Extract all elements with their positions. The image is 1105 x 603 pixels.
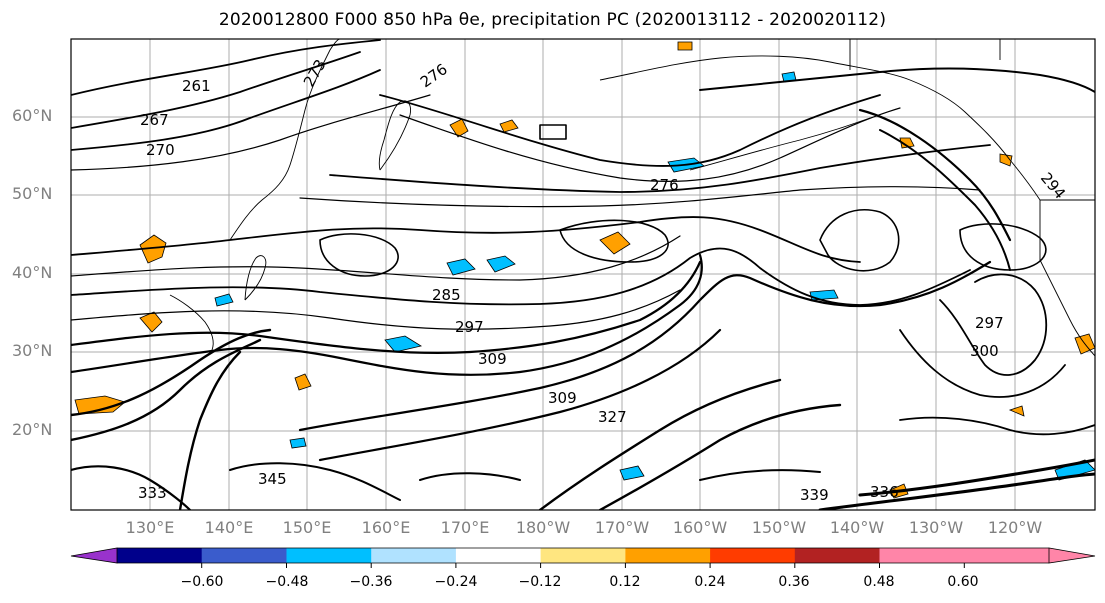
colorbar-tick-label: 0.48: [863, 574, 895, 590]
lon-label: 160°E: [361, 518, 411, 537]
contour-label: 336: [870, 483, 899, 501]
lat-label-30N: 30°N: [12, 341, 53, 360]
colorbar-tick-label: 0.60: [947, 574, 979, 590]
contour-label: 309: [478, 350, 507, 368]
plot-frame: [70, 38, 1096, 511]
lon-label: 150°W: [751, 518, 807, 537]
contour-label: 276: [650, 176, 679, 194]
lon-label: 150°E: [282, 518, 332, 537]
lat-label-40N: 40°N: [12, 263, 53, 282]
map-title: 2020012800 F000 850 hPa θe, precipitatio…: [218, 10, 887, 30]
contour-label: 261: [182, 77, 211, 95]
contour-label: 339: [800, 486, 829, 504]
colorbar-tick-label: −0.36: [349, 574, 393, 590]
contour-label: 309: [548, 389, 577, 407]
colorbar-tick-label: −0.60: [180, 574, 224, 590]
contour-label: 345: [258, 470, 287, 488]
colorbar-tick-label: −0.48: [265, 574, 309, 590]
colorbar-tick-label: −0.12: [518, 574, 562, 590]
contour-label: 270: [146, 141, 175, 159]
colorbar-tick-label: 0.24: [694, 574, 726, 590]
contour-label: 285: [432, 286, 461, 304]
graticule: [71, 39, 1095, 510]
lon-label: 140°E: [204, 518, 254, 537]
colorbar-tick-label: 0.36: [778, 574, 810, 590]
lat-label-60N: 60°N: [12, 106, 53, 125]
colorbar-tick-label: 0.12: [609, 574, 641, 590]
coastlines: [169, 39, 1095, 357]
theta-e-contours: [71, 39, 1095, 510]
contour-label: 333: [138, 484, 167, 502]
contour-label: 297: [455, 318, 484, 336]
lon-label: 180°W: [515, 518, 571, 537]
lat-label-20N: 20°N: [12, 420, 53, 439]
contour-label: 327: [598, 408, 627, 426]
contour-label: 297: [975, 314, 1004, 332]
contour-label: 267: [140, 111, 169, 129]
lon-label: 170°E: [440, 518, 490, 537]
lon-label: 130°W: [908, 518, 964, 537]
contour-label: 300: [970, 342, 999, 360]
lon-label: 170°W: [594, 518, 650, 537]
lat-label-50N: 50°N: [12, 184, 53, 203]
colorbar-tick-label: −0.24: [434, 574, 478, 590]
lon-label: 140°W: [829, 518, 885, 537]
lon-label: 160°W: [672, 518, 728, 537]
lon-label: 120°W: [987, 518, 1043, 537]
precip-shading: [74, 41, 1095, 499]
lon-label: 130°E: [125, 518, 175, 537]
